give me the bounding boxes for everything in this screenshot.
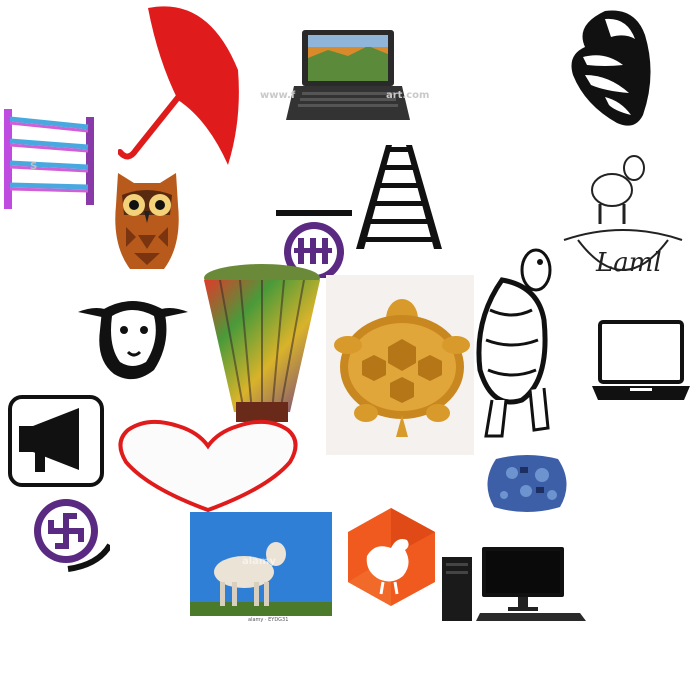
golden-turtle-photo	[326, 275, 474, 455]
laptop-watermark: www.f	[260, 90, 296, 101]
swastika-icon	[28, 495, 110, 573]
owl-icon	[108, 165, 186, 275]
megaphone-icon	[7, 394, 105, 488]
heart-icon	[118, 418, 298, 512]
laptop-photo: www.f art.com	[258, 28, 430, 126]
turtle-outline-icon	[472, 240, 560, 440]
lamb-photo-caption: alamy · EYDG31	[248, 617, 289, 623]
ladder-watermark: S	[30, 161, 38, 172]
patterned-cushion-photo	[482, 453, 572, 515]
ladder-icon	[356, 143, 444, 251]
ladder-rack-icon: S	[0, 105, 100, 213]
laptop-outline-icon	[592, 320, 690, 406]
lamb-logo-icon: Laml	[558, 150, 688, 305]
desktop-computer-photo	[440, 545, 588, 623]
conch-shell-icon	[565, 5, 660, 135]
chicken-hexagon-icon	[345, 506, 438, 608]
umbrella-icon	[118, 0, 246, 172]
laptop-watermark-tail: art.com	[386, 90, 430, 101]
lamb-photo-watermark: alamy	[242, 556, 276, 567]
lamb-logo-text: Laml	[596, 248, 662, 278]
lamb-photo: alamy alamy · EYDG31	[190, 512, 332, 624]
woven-basket-photo	[200, 262, 324, 424]
sheep-head-icon	[72, 290, 194, 390]
